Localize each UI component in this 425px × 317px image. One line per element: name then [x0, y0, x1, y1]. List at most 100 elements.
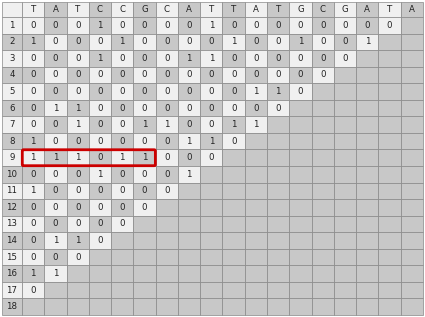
- Bar: [67, 216, 89, 232]
- Text: 1: 1: [231, 37, 236, 46]
- Text: 1: 1: [53, 104, 58, 113]
- Bar: [223, 100, 245, 116]
- Bar: [2, 282, 22, 298]
- Text: 0: 0: [231, 21, 236, 30]
- Text: 1: 1: [275, 87, 281, 96]
- Bar: [223, 133, 245, 149]
- Bar: [223, 116, 245, 133]
- Bar: [200, 166, 223, 183]
- Bar: [401, 232, 423, 249]
- Bar: [44, 116, 67, 133]
- Bar: [200, 34, 223, 50]
- Text: 0: 0: [53, 87, 58, 96]
- Text: 0: 0: [119, 21, 125, 30]
- Bar: [111, 232, 133, 249]
- Bar: [89, 282, 111, 298]
- Bar: [223, 67, 245, 83]
- Text: 0: 0: [342, 37, 348, 46]
- Bar: [378, 116, 401, 133]
- Text: 1: 1: [9, 21, 15, 30]
- Bar: [111, 100, 133, 116]
- Bar: [312, 133, 334, 149]
- Bar: [44, 50, 67, 67]
- Bar: [312, 199, 334, 216]
- Bar: [245, 34, 267, 50]
- Bar: [334, 249, 356, 265]
- Text: 0: 0: [75, 54, 80, 63]
- Text: 0: 0: [97, 153, 103, 162]
- Text: 0: 0: [75, 70, 80, 80]
- Text: 0: 0: [275, 54, 281, 63]
- Bar: [401, 50, 423, 67]
- Text: 1: 1: [209, 137, 214, 146]
- Text: 0: 0: [53, 203, 58, 212]
- Text: 0: 0: [75, 203, 80, 212]
- Bar: [178, 116, 200, 133]
- Bar: [223, 183, 245, 199]
- Bar: [111, 149, 133, 166]
- Bar: [378, 83, 401, 100]
- Bar: [22, 100, 44, 116]
- Bar: [44, 100, 67, 116]
- Bar: [2, 232, 22, 249]
- Text: 0: 0: [31, 54, 36, 63]
- Bar: [289, 199, 312, 216]
- Bar: [156, 265, 178, 282]
- Bar: [356, 265, 378, 282]
- Bar: [312, 216, 334, 232]
- Bar: [178, 83, 200, 100]
- Bar: [245, 166, 267, 183]
- Bar: [378, 149, 401, 166]
- Bar: [44, 183, 67, 199]
- Bar: [89, 67, 111, 83]
- Bar: [356, 100, 378, 116]
- Text: 0: 0: [31, 21, 36, 30]
- Bar: [356, 133, 378, 149]
- Text: 0: 0: [53, 253, 58, 262]
- Text: C: C: [164, 5, 170, 14]
- Text: 0: 0: [75, 37, 80, 46]
- Bar: [356, 116, 378, 133]
- Text: 0: 0: [119, 104, 125, 113]
- Text: 0: 0: [253, 70, 259, 80]
- Text: 0: 0: [97, 120, 103, 129]
- Bar: [67, 199, 89, 216]
- Bar: [200, 83, 223, 100]
- Text: 0: 0: [119, 70, 125, 80]
- Bar: [2, 166, 22, 183]
- Bar: [334, 83, 356, 100]
- Text: 0: 0: [31, 286, 36, 295]
- Bar: [22, 249, 44, 265]
- Text: 1: 1: [75, 120, 80, 129]
- Text: 0: 0: [53, 120, 58, 129]
- Text: 9: 9: [9, 153, 15, 162]
- Text: 1: 1: [75, 153, 80, 162]
- Text: G: G: [297, 5, 304, 14]
- Bar: [67, 133, 89, 149]
- Bar: [178, 249, 200, 265]
- Bar: [334, 183, 356, 199]
- Bar: [312, 298, 334, 315]
- Bar: [111, 282, 133, 298]
- Text: 0: 0: [142, 104, 147, 113]
- Bar: [22, 149, 44, 166]
- Bar: [401, 199, 423, 216]
- Bar: [133, 50, 156, 67]
- Text: 1: 1: [365, 37, 370, 46]
- Bar: [111, 199, 133, 216]
- Bar: [289, 166, 312, 183]
- Bar: [89, 34, 111, 50]
- Bar: [178, 216, 200, 232]
- Text: 17: 17: [6, 286, 17, 295]
- Bar: [334, 282, 356, 298]
- Bar: [111, 17, 133, 34]
- Bar: [178, 199, 200, 216]
- Text: 0: 0: [119, 120, 125, 129]
- Text: 1: 1: [164, 120, 170, 129]
- Bar: [111, 67, 133, 83]
- Text: 1: 1: [119, 153, 125, 162]
- Bar: [401, 2, 423, 17]
- Text: 1: 1: [253, 120, 259, 129]
- Bar: [111, 166, 133, 183]
- Bar: [44, 265, 67, 282]
